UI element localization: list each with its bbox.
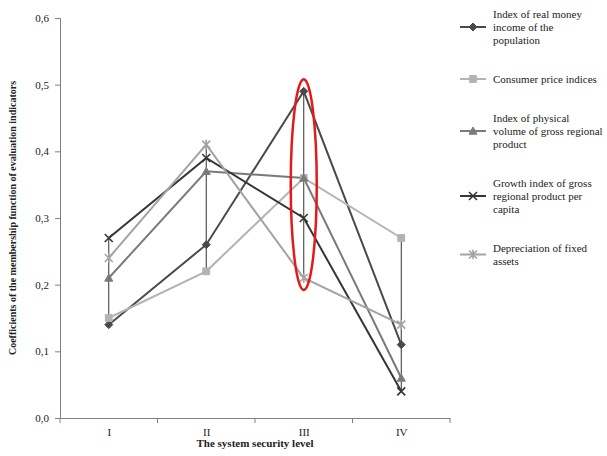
y-tick-mark: [55, 218, 60, 219]
series-line: [109, 145, 402, 325]
x-tick: IV: [396, 426, 408, 438]
high-low-line: [303, 91, 304, 278]
series-line: [109, 158, 402, 391]
marker: [397, 341, 405, 349]
legend-marker: [469, 127, 477, 134]
marker: [397, 387, 405, 395]
marker: [203, 268, 210, 275]
y-tick-label: 0,2: [35, 279, 49, 291]
y-tick-mark: [55, 351, 60, 352]
highlight-ellipse: [291, 79, 317, 290]
marker: [105, 274, 113, 281]
legend-label: Index of real moneyincome of thepopulati…: [493, 8, 582, 46]
legend-marker: [469, 250, 477, 260]
plot-area: [105, 87, 406, 395]
legend-marker: [469, 23, 477, 31]
y-tick: 0,4: [35, 145, 60, 157]
y-tick-mark: [55, 85, 60, 86]
x-tick-label: III: [299, 426, 310, 438]
y-tick: 0,6: [35, 12, 60, 24]
x-separator-tick: [255, 418, 256, 423]
marker: [202, 241, 210, 249]
x-tick-label: IV: [396, 426, 408, 438]
marker: [300, 87, 308, 95]
chart: 0,00,10,20,30,40,50,6IIIIIIIVThe system …: [0, 0, 607, 456]
marker: [202, 167, 210, 174]
legend-label: Depreciation of fixedassets: [493, 242, 588, 267]
legend-label: Growth index of grossregional product pe…: [493, 177, 592, 215]
marker: [300, 214, 308, 222]
x-separator-tick: [352, 418, 353, 423]
y-tick: 0,3: [35, 212, 60, 224]
y-tick: 0,0: [35, 412, 60, 424]
y-axis-title: Coefficients of the membership function …: [7, 81, 18, 355]
y-tick-mark: [55, 285, 60, 286]
x-tick: III: [299, 426, 310, 438]
y-tick-mark: [55, 18, 60, 19]
marker: [397, 320, 405, 330]
marker: [202, 154, 210, 162]
x-separator-tick: [60, 418, 61, 423]
marker: [105, 315, 112, 322]
y-tick-label: 0,3: [35, 212, 49, 224]
x-separator-tick: [450, 418, 451, 423]
y-tick: 0,1: [35, 345, 60, 357]
y-tick-mark: [55, 418, 60, 419]
x-axis: IIIIIIIV: [60, 418, 451, 438]
legend-marker: [470, 76, 477, 83]
x-tick-label: I: [107, 426, 111, 438]
legend-label: Consumer price indices: [493, 73, 597, 85]
y-tick-label: 0,5: [35, 79, 49, 91]
y-tick-label: 0,4: [35, 145, 49, 157]
high-low-line: [401, 238, 402, 391]
y-tick: 0,2: [35, 279, 60, 291]
marker: [202, 140, 210, 150]
y-tick-label: 0,6: [35, 12, 49, 24]
legend: Index of real moneyincome of thepopulati…: [460, 8, 603, 267]
y-axis: 0,0 0,1 0,2 0,3 0,4 0,5 0,6: [35, 12, 60, 424]
marker: [397, 374, 405, 381]
y-tick-label: 0,0: [35, 412, 49, 424]
y-tick-mark: [55, 151, 60, 152]
marker: [300, 175, 307, 182]
marker: [300, 273, 308, 283]
marker: [398, 235, 405, 242]
y-tick-label: 0,1: [35, 345, 49, 357]
legend-label: Index of physicalvolume of gross regiona…: [493, 112, 603, 150]
x-separator-tick: [157, 418, 158, 423]
marker: [105, 253, 113, 263]
legend-marker: [469, 192, 477, 200]
x-tick: I: [107, 426, 111, 438]
series-line: [109, 178, 402, 318]
x-axis-title: The system security level: [197, 437, 314, 449]
high-low-line: [206, 145, 207, 272]
marker: [105, 234, 113, 242]
y-tick: 0,5: [35, 79, 60, 91]
marker: [300, 174, 308, 181]
series-line: [109, 91, 402, 344]
x-tick-label: II: [203, 426, 211, 438]
y-axis-line: [55, 19, 61, 419]
x-tick: II: [203, 426, 211, 438]
